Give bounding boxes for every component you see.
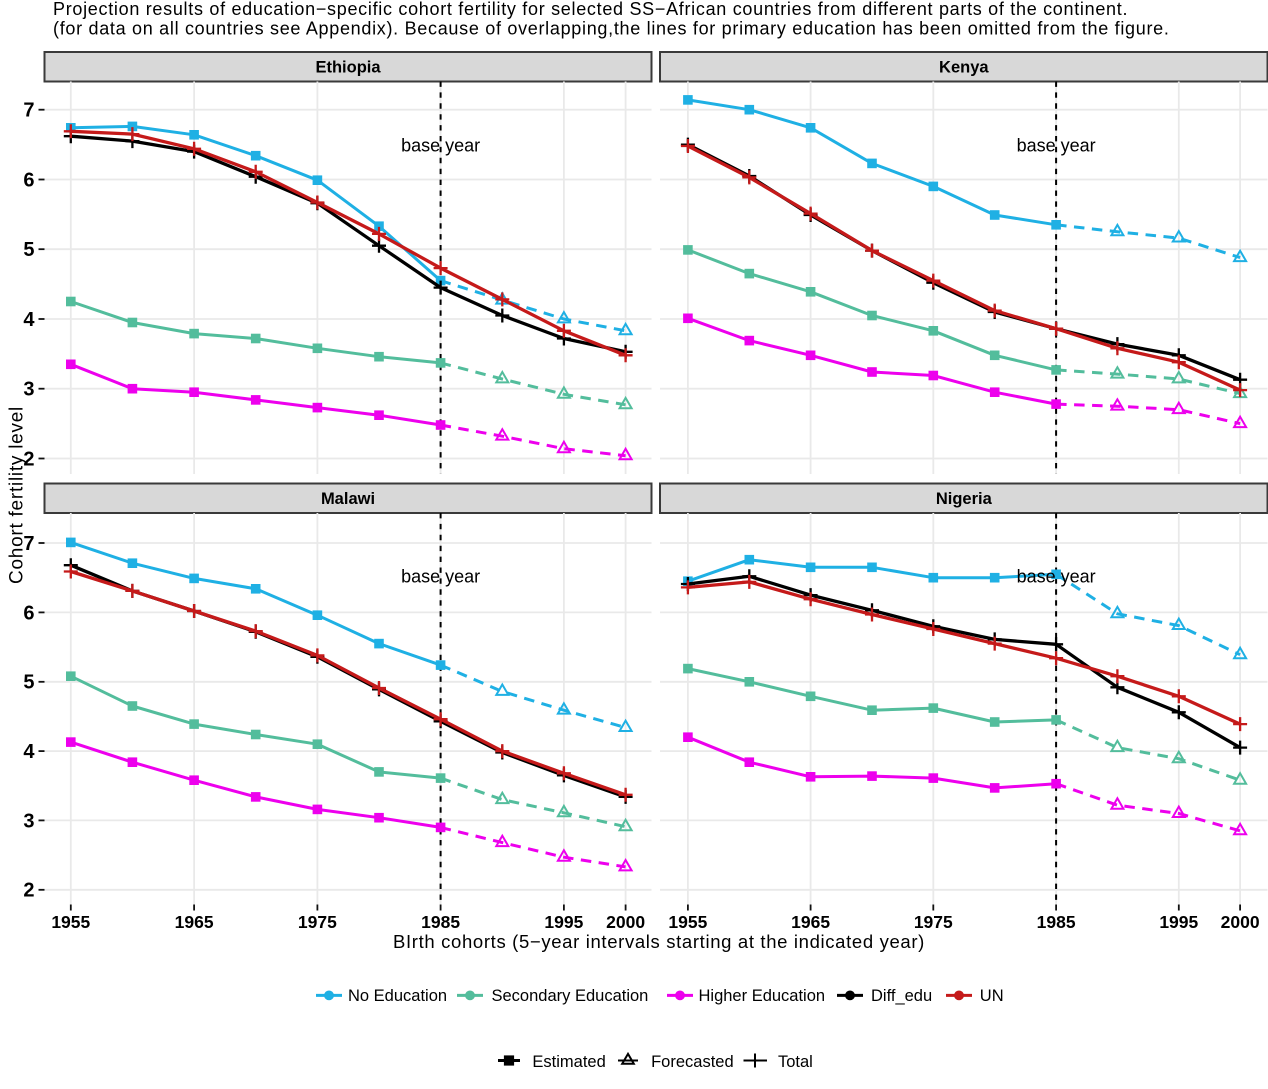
svg-text:Cohort fertility level: Cohort fertility level [7, 406, 28, 584]
svg-text:1975: 1975 [914, 912, 953, 932]
svg-text:base year: base year [1017, 567, 1096, 587]
svg-text:2: 2 [23, 448, 34, 470]
svg-text:1995: 1995 [544, 912, 583, 932]
svg-text:7: 7 [23, 533, 34, 555]
svg-text:Higher Education: Higher Education [699, 987, 826, 1005]
svg-text:1985: 1985 [1037, 912, 1076, 932]
svg-text:5: 5 [23, 672, 34, 694]
svg-text:7: 7 [23, 100, 34, 122]
svg-text:Estimated: Estimated [532, 1053, 605, 1071]
svg-text:2000: 2000 [1221, 912, 1260, 932]
svg-text:2: 2 [23, 880, 34, 902]
svg-text:6: 6 [23, 602, 34, 624]
svg-text:No Education: No Education [348, 987, 447, 1005]
svg-text:4: 4 [23, 309, 35, 331]
svg-text:5: 5 [23, 239, 34, 261]
svg-text:1965: 1965 [175, 912, 214, 932]
svg-text:Kenya: Kenya [939, 59, 989, 77]
svg-text:Total: Total [778, 1053, 813, 1071]
svg-text:Projection results of educatio: Projection results of education−specific… [53, 0, 1128, 19]
svg-text:Ethiopia: Ethiopia [315, 59, 381, 77]
svg-text:UN: UN [980, 987, 1004, 1005]
svg-text:(for data on all countries see: (for data on all countries see Appendix)… [53, 19, 1170, 39]
svg-text:base year: base year [401, 136, 480, 156]
svg-text:4: 4 [23, 741, 35, 763]
svg-text:1995: 1995 [1159, 912, 1198, 932]
svg-text:2000: 2000 [606, 912, 645, 932]
svg-text:3: 3 [23, 379, 34, 401]
svg-text:base year: base year [401, 567, 480, 587]
svg-text:1955: 1955 [668, 912, 707, 932]
svg-text:Malawi: Malawi [321, 490, 375, 508]
svg-text:Secondary Education: Secondary Education [492, 987, 649, 1005]
svg-text:1965: 1965 [791, 912, 830, 932]
svg-text:BIrth cohorts (5−year interval: BIrth cohorts (5−year intervals starting… [393, 931, 925, 952]
svg-text:Nigeria: Nigeria [936, 490, 993, 508]
svg-text:3: 3 [23, 810, 34, 832]
svg-text:Forecasted: Forecasted [651, 1053, 734, 1071]
svg-text:1955: 1955 [51, 912, 90, 932]
svg-text:base year: base year [1017, 136, 1096, 156]
svg-text:6: 6 [23, 169, 34, 191]
svg-text:Diff_edu: Diff_edu [871, 987, 932, 1005]
svg-text:1975: 1975 [298, 912, 337, 932]
svg-text:1985: 1985 [421, 912, 460, 932]
